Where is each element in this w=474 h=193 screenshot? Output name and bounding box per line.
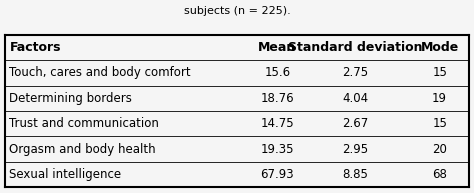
Text: Determining borders: Determining borders — [9, 92, 132, 105]
Text: 20: 20 — [432, 143, 447, 156]
Text: 18.76: 18.76 — [261, 92, 294, 105]
Text: 2.95: 2.95 — [342, 143, 369, 156]
Text: Mean: Mean — [258, 41, 296, 54]
Text: Standard deviation: Standard deviation — [288, 41, 423, 54]
Text: 67.93: 67.93 — [261, 168, 294, 181]
Text: Factors: Factors — [9, 41, 61, 54]
Text: Trust and communication: Trust and communication — [9, 117, 159, 130]
Text: 15.6: 15.6 — [264, 66, 291, 79]
Text: 4.04: 4.04 — [342, 92, 369, 105]
Text: subjects (n = 225).: subjects (n = 225). — [183, 6, 291, 16]
Text: Touch, cares and body comfort: Touch, cares and body comfort — [9, 66, 191, 79]
Text: 2.67: 2.67 — [342, 117, 369, 130]
Text: Orgasm and body health: Orgasm and body health — [9, 143, 156, 156]
Text: 14.75: 14.75 — [261, 117, 294, 130]
Text: 8.85: 8.85 — [343, 168, 368, 181]
Text: 2.75: 2.75 — [342, 66, 369, 79]
Text: Mode: Mode — [420, 41, 459, 54]
Text: 19: 19 — [432, 92, 447, 105]
Text: 15: 15 — [432, 117, 447, 130]
Text: 15: 15 — [432, 66, 447, 79]
Text: Sexual intelligence: Sexual intelligence — [9, 168, 122, 181]
Text: 19.35: 19.35 — [261, 143, 294, 156]
Text: 68: 68 — [432, 168, 447, 181]
